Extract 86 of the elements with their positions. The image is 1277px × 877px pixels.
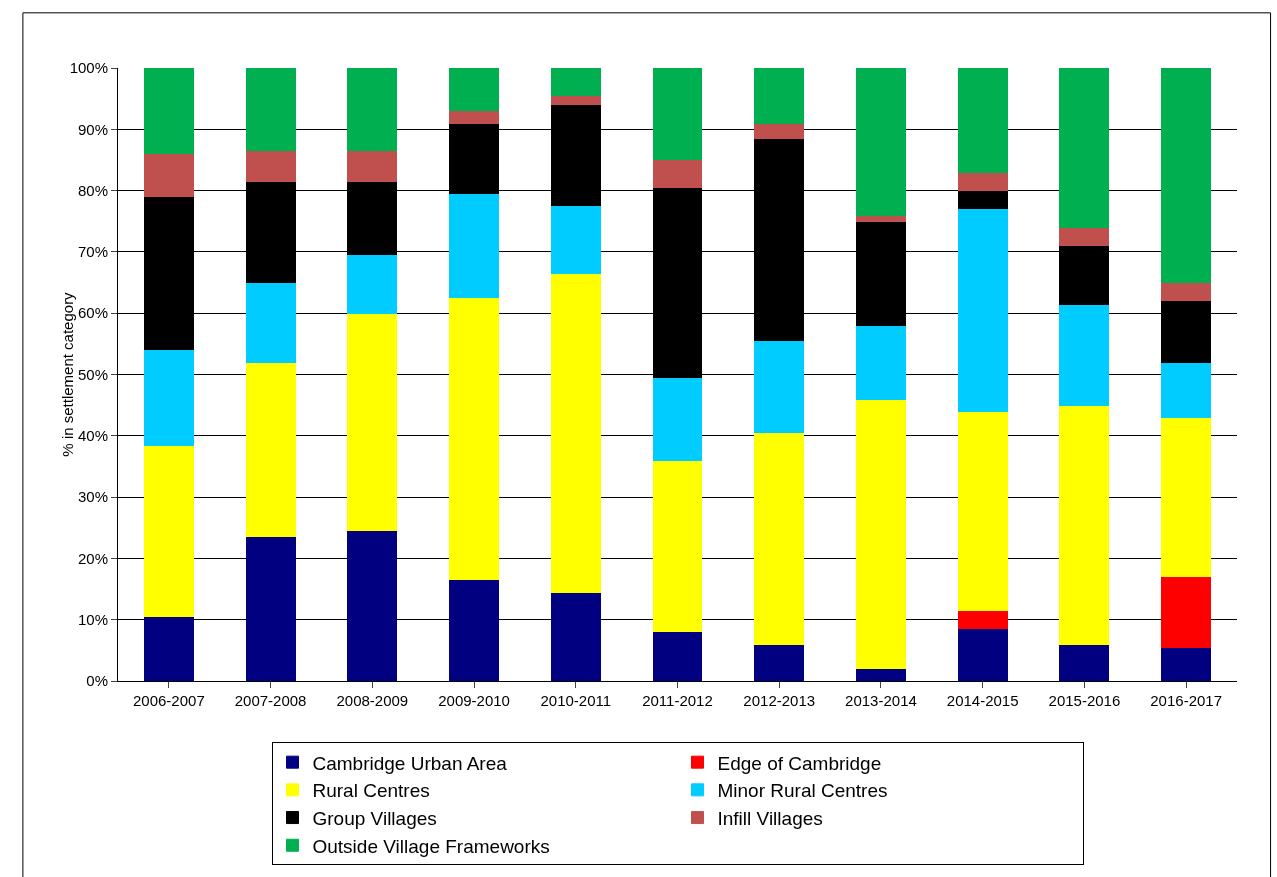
bar [652,159,703,189]
bar [1161,416,1212,578]
bar [449,110,499,124]
bar [449,579,499,681]
bar [1059,643,1110,681]
bar [652,377,703,461]
bar [550,591,601,681]
x-tick-label: 2007-2008 [234,692,307,709]
bar [143,153,194,198]
bar [1059,404,1110,645]
legend-label: Edge of Cambridge [717,752,882,774]
bar [957,410,1008,612]
bar [1161,646,1212,681]
x-tick-label: 2015-2016 [1048,692,1121,709]
bar [245,150,296,182]
legend-label: Rural Centres [312,780,430,802]
y-tick-label: 70% [77,243,108,261]
bar [143,349,194,446]
bar [856,398,906,670]
bar [856,668,906,681]
bar [245,68,296,152]
x-tick-label: 2012-2013 [743,692,816,709]
bar [449,297,499,581]
x-tick-label: 2006-2007 [132,692,205,709]
bar [754,68,805,124]
bar [245,361,296,538]
bar [347,68,398,152]
bar [754,432,805,645]
bar [449,68,499,112]
bar [957,68,1008,173]
legend-label: Outside Village Frameworks [312,835,550,857]
bar [856,68,906,216]
bar [957,610,1008,630]
bar [1161,576,1212,648]
y-tick-label: 80% [77,181,108,199]
bar [1059,303,1110,406]
bar [245,282,296,363]
bar [143,68,194,155]
bar [957,171,1008,192]
bar [143,444,194,618]
y-tick-label: 20% [77,549,108,567]
y-tick-label: 40% [77,427,108,445]
bar [550,68,601,97]
bar [754,122,805,139]
bar [347,530,398,681]
legend-label: Infill Villages [717,807,823,829]
bar [652,631,703,681]
bar [245,536,296,681]
bar [754,643,805,681]
legend-label: Cambridge Urban Area [312,752,508,774]
x-tick-label: 2013-2014 [845,692,917,709]
bar [550,272,601,593]
y-tick-label: 10% [77,610,108,628]
x-tick-label: 2016-2017 [1150,692,1223,709]
legend-label: Minor Rural Centres [717,780,888,802]
bar [1059,68,1110,228]
bar [347,312,398,532]
bar [1161,361,1212,418]
x-tick-label: 2008-2009 [336,692,409,709]
y-tick-label: 100% [69,59,108,77]
x-tick-label: 2009-2010 [438,692,510,709]
x-tick-label: 2014-2015 [946,692,1019,709]
y-tick-label: 50% [77,365,108,383]
bar [957,190,1008,210]
bar [449,193,499,299]
bar [347,150,398,182]
legend-label: Group Villages [312,807,437,829]
bar [1161,68,1212,284]
bar [1059,226,1110,247]
bar [652,68,703,161]
x-tick-label: 2010-2011 [540,692,612,709]
x-tick-label: 2011-2012 [642,692,713,709]
y-tick-label: 30% [77,488,108,506]
bar [1161,282,1212,302]
bar [957,208,1008,412]
bar [754,340,805,434]
y-tick-label: 0% [86,672,108,690]
y-axis-title: % in settlement category [58,291,76,457]
bar [347,254,398,314]
bar [550,205,601,274]
y-tick-label: 60% [77,304,108,322]
bar [652,459,703,633]
y-tick-label: 90% [77,120,108,138]
bar [957,628,1008,681]
bar [143,616,194,681]
bar [856,324,906,400]
